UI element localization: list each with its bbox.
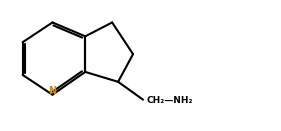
Text: N: N bbox=[48, 86, 56, 96]
Text: CH₂—NH₂: CH₂—NH₂ bbox=[147, 96, 193, 105]
